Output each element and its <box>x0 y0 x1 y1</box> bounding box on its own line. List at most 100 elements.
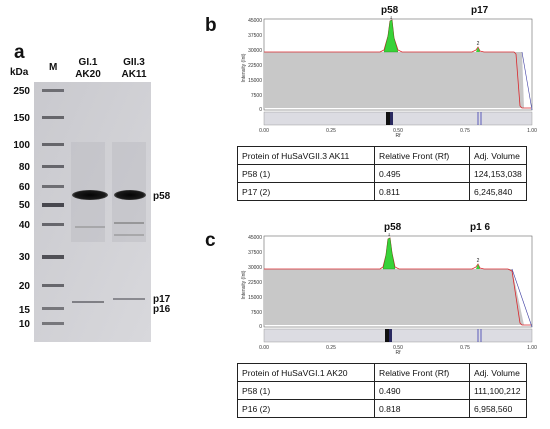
y-tick-45000: 45000 <box>248 18 262 24</box>
y-tick-0: 0 <box>259 324 262 330</box>
mw-label-50: 50 <box>18 200 30 211</box>
x-tick-0: 0.00 <box>259 128 269 134</box>
panel-b-peak-label-p58: p58 <box>381 5 399 16</box>
kda-unit-label: kDa <box>10 67 29 78</box>
ladder-band-20 <box>42 284 64 287</box>
table-cell: P58 (1) <box>237 164 375 183</box>
table-cell: 0.811 <box>374 182 470 201</box>
mw-label-60: 60 <box>18 182 30 193</box>
table-cell: P16 (2) <box>237 399 375 418</box>
x-tick-075: 0.75 <box>460 345 470 351</box>
table-header-row: Protein of HuSaVGI.1 AK20 Relative Front… <box>237 363 527 382</box>
peak-2-fill <box>476 47 480 52</box>
panel-a-letter: a <box>14 42 25 63</box>
table-row: P16 (2) 0.818 6,958,560 <box>237 399 527 418</box>
ladder-band-100 <box>42 143 64 146</box>
table-cell: 0.818 <box>374 399 470 418</box>
lane-label-gi1: GI.1 AK20 <box>75 57 101 80</box>
mw-label-15: 15 <box>18 305 30 316</box>
peak-1-fill <box>382 237 396 270</box>
y-tick-22500: 22500 <box>248 280 262 286</box>
mw-label-150: 150 <box>13 113 30 124</box>
ladder-band-250 <box>42 89 64 92</box>
ladder-band-15 <box>42 307 64 310</box>
y-tick-37500: 37500 <box>248 250 262 256</box>
table-cell: 111,100,212 <box>469 381 527 400</box>
ladder-band-10 <box>42 322 64 325</box>
x-tick-100: 1.00 <box>527 345 537 351</box>
mw-label-10: 10 <box>18 319 30 330</box>
table-cell: 0.495 <box>374 164 470 183</box>
baseline-line <box>521 51 533 111</box>
table-cell: 6,958,560 <box>469 399 527 418</box>
x-tick-025: 0.25 <box>326 128 336 134</box>
y-axis-label: Intensity (Int) <box>241 270 247 299</box>
table-header-cell: Protein of HuSaVGII.3 AK11 <box>237 146 375 165</box>
band-label-p58: p58 <box>153 191 171 202</box>
y-axis-label: Intensity (Int) <box>241 53 247 82</box>
panel-c-peak-label-p16: p1 6 <box>470 222 491 233</box>
y-tick-22500: 22500 <box>248 63 262 69</box>
y-tick-7500: 7500 <box>251 310 262 316</box>
table-header-cell: Adj. Volume <box>469 146 527 165</box>
x-tick-075: 0.75 <box>460 128 470 134</box>
mw-label-20: 20 <box>18 281 30 292</box>
band-label-p17: p17 <box>153 294 171 305</box>
peak-number-2: 2 <box>477 258 480 264</box>
x-tick-050: 0.50 <box>393 345 403 351</box>
y-tick-37500: 37500 <box>248 33 262 39</box>
table-header-cell: Protein of HuSaVGI.1 AK20 <box>237 363 375 382</box>
peak-2-fill <box>476 264 480 269</box>
ladder-band-60 <box>42 185 64 188</box>
table-row: P58 (1) 0.495 124,153,038 <box>237 164 527 183</box>
y-tick-15000: 15000 <box>248 78 262 84</box>
x-axis-label: Rf <box>396 133 402 138</box>
panel-b-rf-table: Protein of HuSaVGII.3 AK11 Relative Fron… <box>237 146 527 201</box>
peak-number-2: 2 <box>477 41 480 47</box>
mw-label-80: 80 <box>18 162 30 173</box>
baseline-area <box>264 269 524 325</box>
panel-c-rf-table: Protein of HuSaVGI.1 AK20 Relative Front… <box>237 363 527 418</box>
y-tick-30000: 30000 <box>248 265 262 271</box>
peak-1-fill <box>383 19 399 53</box>
mw-label-30: 30 <box>18 252 30 263</box>
ladder-band-30 <box>42 255 64 259</box>
panel-b-letter: b <box>205 15 217 36</box>
baseline-line <box>511 268 533 328</box>
mw-label-40: 40 <box>18 220 30 231</box>
y-tick-15000: 15000 <box>248 295 262 301</box>
x-axis-label: Rf <box>396 350 402 355</box>
panel-c-letter: c <box>205 230 216 251</box>
band-p58-lane1 <box>72 190 108 200</box>
peak-number-1: 1 <box>388 233 391 238</box>
table-header-row: Protein of HuSaVGII.3 AK11 Relative Fron… <box>237 146 527 165</box>
lane-label-gii3: GII.3 AK11 <box>121 57 147 80</box>
marker-lane-label: M <box>49 62 58 73</box>
band-label-p16: p16 <box>153 304 171 315</box>
table-cell: 6,245,840 <box>469 182 527 201</box>
table-row: P17 (2) 0.811 6,245,840 <box>237 182 527 201</box>
x-tick-050: 0.50 <box>393 128 403 134</box>
table-header-cell: Adj. Volume <box>469 363 527 382</box>
x-tick-025: 0.25 <box>326 345 336 351</box>
y-tick-0: 0 <box>259 107 262 113</box>
table-header-cell: Relative Front (Rf) <box>374 363 470 382</box>
band-p58-lane2 <box>114 190 146 200</box>
mw-label-100: 100 <box>13 140 30 151</box>
peak-number-1: 1 <box>390 16 393 21</box>
table-cell: 0.490 <box>374 381 470 400</box>
table-row: P58 (1) 0.490 111,100,212 <box>237 381 527 400</box>
band-p17-lane2 <box>113 298 145 300</box>
table-header-cell: Relative Front (Rf) <box>374 146 470 165</box>
panel-b-densitometry-chart: 1 2 Intensity (Int) 45000 37500 30000 22… <box>241 16 537 138</box>
table-cell: P17 (2) <box>237 182 375 201</box>
panel-c-densitometry-chart: 1 2 Intensity (Int) 45000 37500 30000 22… <box>241 233 537 355</box>
baseline-area <box>264 52 524 108</box>
lane-strip <box>263 111 533 126</box>
mw-label-250: 250 <box>13 86 30 97</box>
x-tick-100: 1.00 <box>527 128 537 134</box>
panel-b-peak-label-p17: p17 <box>471 5 489 16</box>
x-tick-0: 0.00 <box>259 345 269 351</box>
ladder-band-40 <box>42 223 64 226</box>
panel-c-peak-label-p58: p58 <box>384 222 402 233</box>
